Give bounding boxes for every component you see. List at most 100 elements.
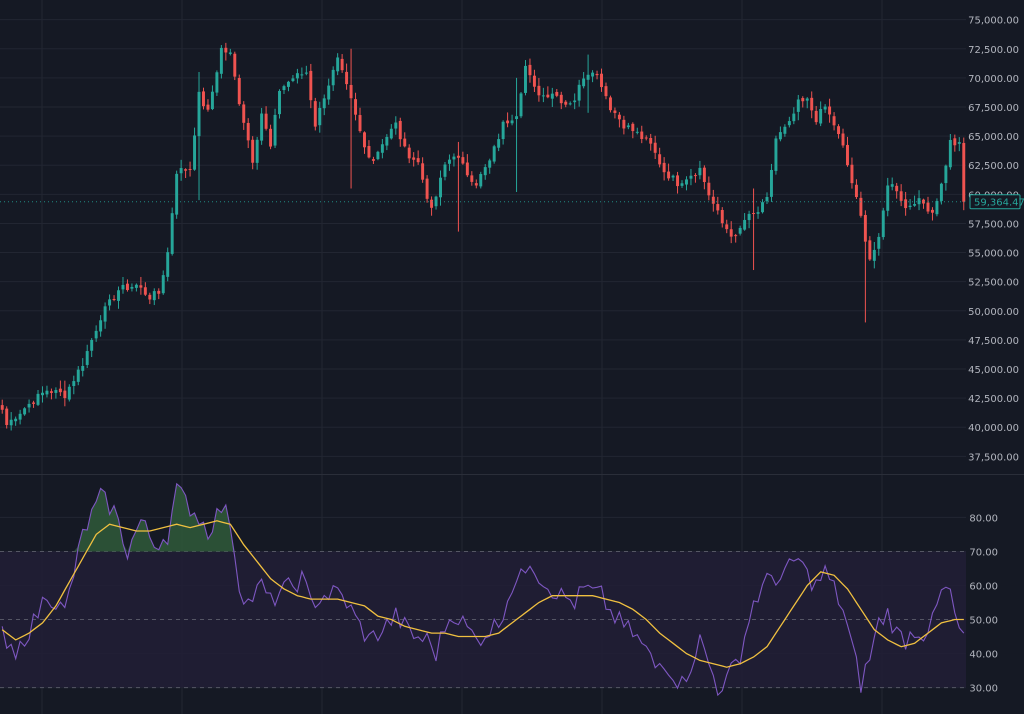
candle-body xyxy=(850,164,854,184)
candle-up xyxy=(175,170,179,219)
candle-body xyxy=(224,47,228,53)
candle-body xyxy=(532,75,536,87)
candle-body xyxy=(117,290,120,301)
candle-down xyxy=(895,182,899,199)
candle-body xyxy=(309,70,313,101)
candle-body xyxy=(197,91,201,137)
candle-up xyxy=(756,206,760,219)
candle-down xyxy=(899,184,903,207)
candle-up xyxy=(881,207,885,240)
candle-up xyxy=(524,60,527,96)
price-tick-label: 75,000.00 xyxy=(968,16,1019,27)
candle-body xyxy=(465,162,469,176)
candle-up xyxy=(278,89,281,119)
candle-body xyxy=(81,365,85,371)
candle-down xyxy=(139,276,143,295)
candle-down xyxy=(264,106,268,131)
candle-body xyxy=(175,173,179,215)
candle-body xyxy=(662,162,666,173)
candle-body xyxy=(787,121,791,126)
candle-down xyxy=(269,124,273,150)
price-tick-label: 42,500.00 xyxy=(968,394,1019,405)
candle-body xyxy=(828,106,832,115)
candle-up xyxy=(336,53,340,76)
candle-body xyxy=(702,167,706,183)
candle-up xyxy=(121,277,125,294)
candle-down xyxy=(125,279,129,292)
candle-body xyxy=(711,196,715,204)
price-tick-label: 62,500.00 xyxy=(968,161,1019,172)
candle-down xyxy=(237,74,241,106)
candle-up xyxy=(90,338,94,358)
candle-up xyxy=(322,94,326,116)
candle-body xyxy=(371,159,375,161)
price-axis[interactable]: 75,000.00 72,500.00 70,000.00 67,500.00 65,0… xyxy=(968,16,1019,464)
candle-body xyxy=(608,97,612,111)
candle-body xyxy=(617,114,621,120)
candle-up xyxy=(27,399,31,413)
candle-body xyxy=(868,240,872,260)
candle-up xyxy=(215,70,219,96)
candle-up xyxy=(783,124,787,137)
candle-down xyxy=(564,100,568,108)
candle-body xyxy=(519,93,523,117)
candle-up xyxy=(45,385,49,398)
candle-body xyxy=(676,175,680,187)
candle-down xyxy=(465,154,469,178)
candle-up xyxy=(389,124,393,140)
candle-up xyxy=(117,286,120,309)
candle-up xyxy=(108,294,112,311)
rsi-tick-label: 80.00 xyxy=(969,513,998,524)
candle-down xyxy=(617,112,621,128)
candle-body xyxy=(671,175,675,178)
price-tick-label: 37,500.00 xyxy=(968,452,1019,463)
candle-up xyxy=(568,101,572,106)
candle-body xyxy=(394,122,398,129)
candle-down xyxy=(653,135,657,159)
candle-down xyxy=(814,106,818,125)
candle-down xyxy=(188,161,192,177)
candle-body xyxy=(300,74,304,76)
candle-body xyxy=(233,53,237,77)
candle-up xyxy=(519,91,523,119)
candle-body xyxy=(859,197,863,216)
price-pane[interactable] xyxy=(0,42,966,431)
candle-down xyxy=(846,136,849,167)
candle-up xyxy=(823,104,827,113)
candle-body xyxy=(412,157,416,160)
candle-body xyxy=(269,128,273,147)
candle-up xyxy=(54,387,58,399)
candle-body xyxy=(112,298,116,300)
candle-down xyxy=(693,173,697,183)
candle-body xyxy=(555,91,559,96)
candle-up xyxy=(591,70,595,83)
candle-down xyxy=(828,98,832,123)
candle-body xyxy=(349,84,353,99)
candle-up xyxy=(877,233,881,256)
candle-body xyxy=(130,286,134,289)
candle-body xyxy=(443,164,447,177)
candle-down xyxy=(863,210,867,323)
candle-down xyxy=(63,380,67,407)
candle-body xyxy=(340,58,344,71)
rsi-axis[interactable]: 80.00 70.00 60.00 50.00 40.00 30.00 xyxy=(969,513,998,694)
candle-body xyxy=(600,73,603,88)
candle-body xyxy=(286,81,290,87)
candle-body xyxy=(228,52,232,54)
candle-body xyxy=(698,167,702,176)
candle-down xyxy=(546,86,550,99)
candle-body xyxy=(765,197,769,202)
candle-body xyxy=(846,144,849,166)
candle-body xyxy=(510,120,514,124)
candle-up xyxy=(743,213,747,231)
candle-body xyxy=(792,113,796,122)
rsi-ma-line xyxy=(1,520,964,668)
candle-body xyxy=(720,210,724,224)
candle-body xyxy=(439,177,442,198)
candle-body xyxy=(863,214,867,242)
rsi-pane[interactable] xyxy=(0,482,966,697)
candle-body xyxy=(41,392,44,396)
candle-body xyxy=(564,101,568,105)
candle-body xyxy=(796,99,800,112)
